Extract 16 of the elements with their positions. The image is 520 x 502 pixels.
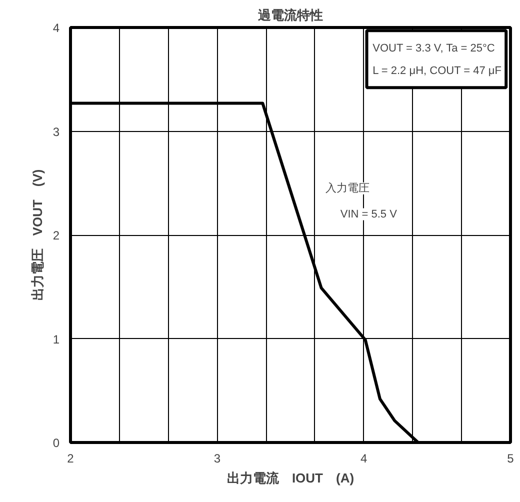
x-tick-label: 2: [67, 452, 74, 466]
annotation: 入力電圧: [326, 181, 370, 194]
y-tick-label: 0: [52, 436, 60, 450]
annotation: VIN = 5.5 V: [340, 208, 398, 220]
y-tick-label: 1: [52, 332, 60, 346]
x-tick-label: 3: [214, 452, 221, 466]
y-tick-label: 4: [52, 21, 60, 35]
annotation: L = 2.2 μH, COUT = 47 μF: [372, 65, 502, 78]
y-axis-title: 出力電圧 VOUT (V): [30, 169, 45, 301]
x-axis-title: 出力電流 IOUT (A): [226, 470, 354, 486]
chart-title: 過電流特性: [257, 8, 323, 22]
y-tick-label: 3: [52, 124, 60, 139]
y-tick-label: 2: [52, 228, 60, 242]
x-tick-label: 4: [360, 452, 368, 466]
x-tick-label: 5: [507, 452, 514, 466]
annotation: VOUT = 3.3 V, Ta = 25°C: [372, 42, 495, 54]
